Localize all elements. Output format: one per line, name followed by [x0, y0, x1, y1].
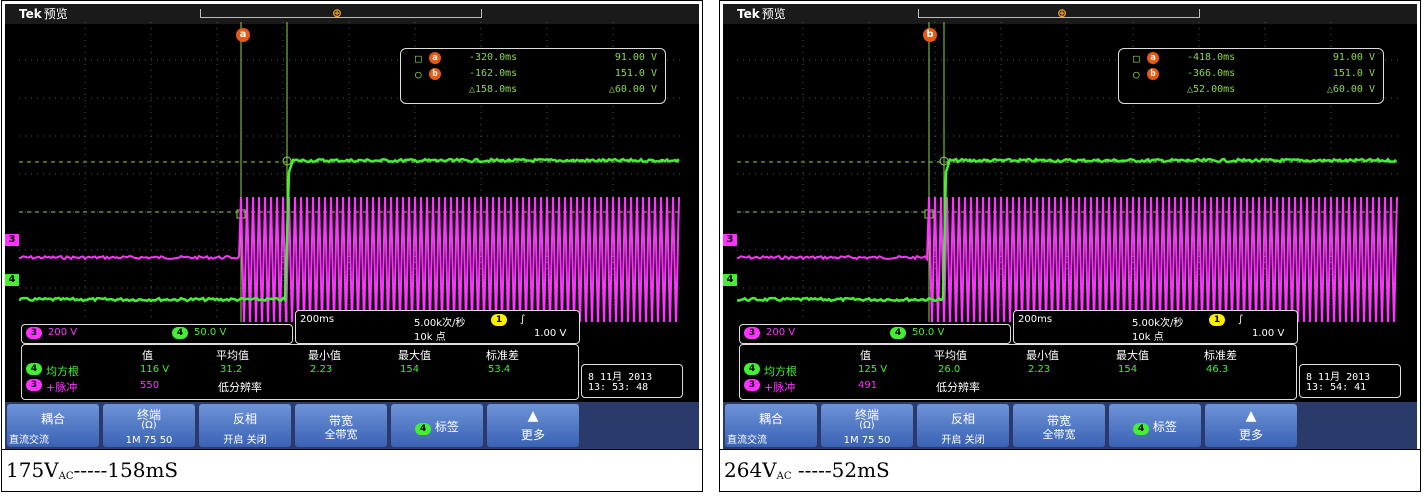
brand-logo: Tek 预览 — [19, 7, 68, 21]
waveform-grid[interactable] — [737, 22, 1398, 322]
ch4-ground-marker[interactable]: 4 — [5, 274, 19, 286]
invert-button[interactable]: 反相 开启 关闭 — [917, 404, 1009, 447]
scope-screen: Tek 预览 ⊕ — [5, 4, 699, 449]
cursor-readout: □ a -418.0ms 91.00 V ○ b -366.0ms 151.0 V △52.… — [1118, 48, 1384, 104]
channel-scale-bar[interactable]: 3 200 V 4 50.0 V — [21, 324, 293, 344]
scope-screen: Tek 预览 ⊕ — [723, 4, 1417, 449]
more-button[interactable]: ▲ 更多 — [487, 404, 579, 447]
datetime-readout: 8 11月 2013 13: 53: 48 — [581, 364, 683, 398]
up-arrow-icon: ▲ — [1245, 408, 1257, 424]
acquisition-readout[interactable]: 200ms 5.00k次/秒 10k 点 1 ∫ 1.00 V — [1013, 310, 1298, 344]
coupling-button[interactable]: 耦合 直流交流 — [7, 404, 99, 447]
ch4-waveform — [19, 157, 680, 303]
panel-left: Tek 预览 ⊕ — [1, 0, 703, 492]
brand-logo: Tek 预览 — [737, 7, 786, 21]
label-button[interactable]: 4 标签 — [1109, 404, 1201, 447]
record-view-bracket — [918, 9, 1200, 18]
circle-icon: ○ — [1133, 68, 1140, 81]
scope-top-bar — [723, 4, 1417, 24]
square-icon: □ — [1133, 52, 1140, 65]
ch4-ground-marker[interactable]: 4 — [723, 274, 737, 286]
ch4-waveform — [737, 157, 1397, 303]
termination-button[interactable]: 终端 (Ω) 1M 75 50 — [821, 404, 913, 447]
ch3-waveform — [737, 196, 1398, 322]
measurement-table[interactable]: 值 平均值 最小值 最大值 标准差 4 均方根 125 V 26.0 2.23 … — [739, 344, 1297, 400]
trigger-position-icon: ⊕ — [332, 6, 343, 20]
mode-label: 预览 — [43, 7, 68, 21]
label-button[interactable]: 4 标签 — [391, 404, 483, 447]
caption-left: 175VAC-----158mS — [2, 449, 702, 491]
up-arrow-icon: ▲ — [527, 408, 539, 424]
cursor-b-label: b — [923, 28, 937, 42]
ch3-ground-marker[interactable]: 3 — [5, 234, 19, 246]
bottom-menu: 耦合 直流交流 终端 (Ω) 1M 75 50 反相 开启 关闭 带宽 全带宽 — [5, 402, 699, 449]
acquisition-readout[interactable]: 200ms 5.00k次/秒 10k 点 1 ∫ 1.00 V — [295, 310, 580, 344]
cursor-marker-circle — [939, 156, 949, 166]
datetime-readout: 8 11月 2013 13: 54: 41 — [1299, 364, 1401, 398]
bottom-menu: 耦合 直流交流 终端 (Ω) 1M 75 50 反相 开启 关闭 带宽 全带宽 — [723, 402, 1417, 449]
cursor-a-badge: a — [429, 52, 441, 64]
circle-icon: ○ — [415, 68, 422, 81]
mode-label: 预览 — [761, 7, 786, 21]
trigger-position-icon: ⊕ — [1057, 6, 1068, 20]
cursor-a-badge: a — [1147, 52, 1159, 64]
scope-top-bar — [5, 4, 699, 24]
cursor-readout: □ a -320.0ms 91.00 V ○ b -162.0ms 151.0 V △158… — [400, 48, 666, 104]
cursor-b-badge: b — [429, 68, 441, 80]
grid-svg — [19, 22, 680, 322]
record-view-bracket — [200, 9, 482, 18]
grid-svg — [737, 22, 1398, 322]
cursor-marker-circle — [282, 156, 292, 166]
caption-right: 264VAC -----52mS — [720, 449, 1420, 491]
panel-right: Tek 预览 ⊕ — [719, 0, 1421, 492]
ch3-waveform — [19, 196, 680, 322]
bandwidth-button[interactable]: 带宽 全带宽 — [1013, 404, 1105, 447]
coupling-button[interactable]: 耦合 直流交流 — [725, 404, 817, 447]
invert-button[interactable]: 反相 开启 关闭 — [199, 404, 291, 447]
cursor-a-label: a — [236, 28, 250, 42]
square-icon: □ — [415, 52, 422, 65]
bandwidth-button[interactable]: 带宽 全带宽 — [295, 404, 387, 447]
channel-scale-bar[interactable]: 3 200 V 4 50.0 V — [739, 324, 1011, 344]
ch3-ground-marker[interactable]: 3 — [723, 234, 737, 246]
termination-button[interactable]: 终端 (Ω) 1M 75 50 — [103, 404, 195, 447]
cursor-b-badge: b — [1147, 68, 1159, 80]
measurement-table[interactable]: 值 平均值 最小值 最大值 标准差 4 均方根 116 V 31.2 2.23 … — [21, 344, 579, 400]
waveform-grid[interactable] — [19, 22, 680, 322]
more-button[interactable]: ▲ 更多 — [1205, 404, 1297, 447]
